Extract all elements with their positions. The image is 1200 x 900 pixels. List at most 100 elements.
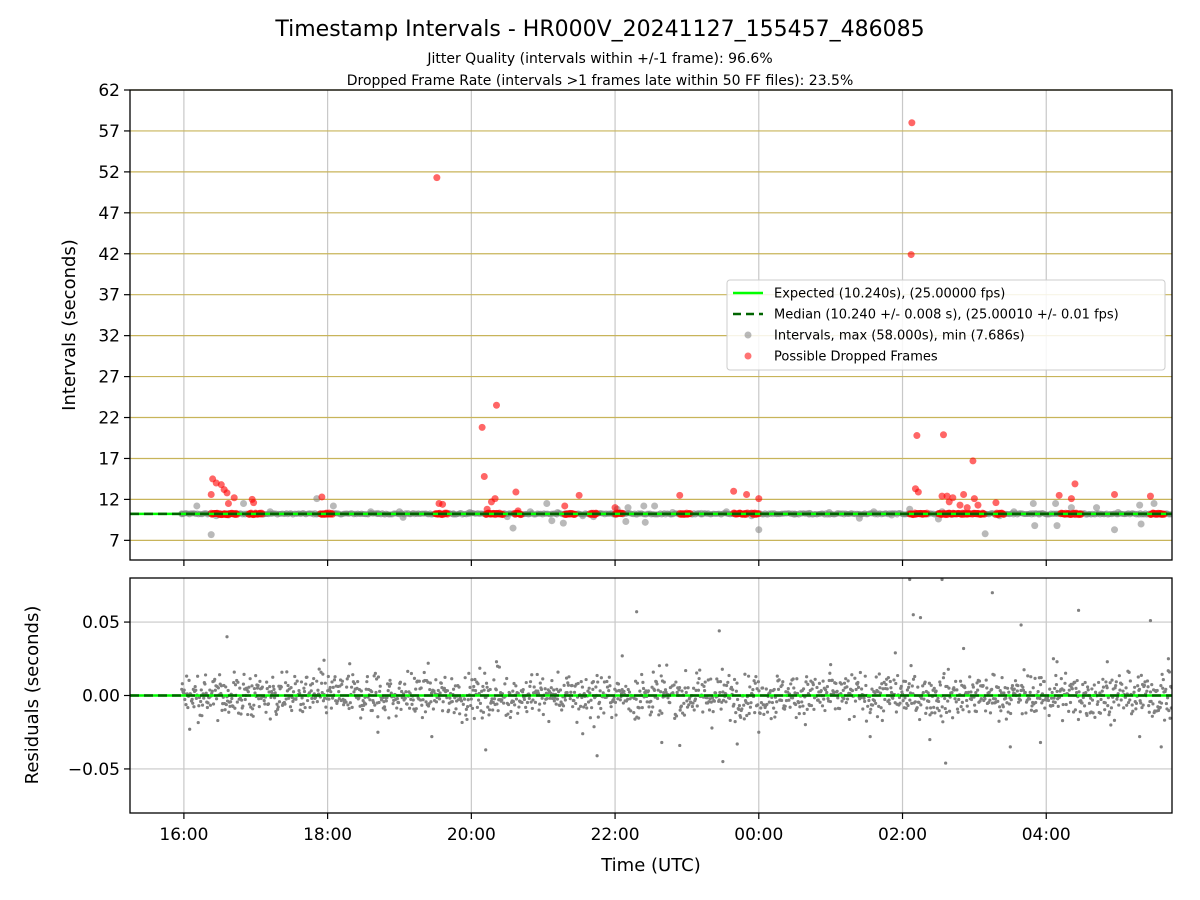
residual-point xyxy=(1034,709,1038,713)
residual-point xyxy=(718,679,723,684)
residual-point xyxy=(742,703,746,707)
residual-point xyxy=(293,674,297,679)
residual-point xyxy=(239,712,243,716)
residual-point xyxy=(252,686,257,691)
x-tick-label: 20:00 xyxy=(447,825,496,845)
residual-point xyxy=(378,684,382,688)
residual-point xyxy=(500,698,504,702)
residual-point xyxy=(208,688,212,692)
residual-point xyxy=(984,678,988,682)
residual-point xyxy=(439,681,443,685)
dropped-frame-point xyxy=(743,490,751,498)
residual-point xyxy=(220,708,224,712)
chart-subtitle-dropped: Dropped Frame Rate (intervals >1 frames … xyxy=(347,73,854,89)
residual-point xyxy=(682,713,687,717)
residual-point xyxy=(1159,745,1163,749)
residual-point xyxy=(753,681,757,685)
y-tick-label: 27 xyxy=(98,368,120,388)
residual-point xyxy=(823,688,828,692)
residual-point xyxy=(265,687,269,691)
residual-point xyxy=(1022,668,1026,672)
residual-point xyxy=(657,664,662,668)
residual-point xyxy=(205,705,209,710)
residual-point xyxy=(787,698,791,702)
residual-point xyxy=(232,680,236,685)
residual-point xyxy=(414,707,418,711)
residual-point xyxy=(819,688,823,693)
residual-point xyxy=(1092,683,1096,687)
residual-point xyxy=(993,697,997,701)
residual-point xyxy=(431,707,436,711)
residual-point xyxy=(784,698,789,703)
residual-point xyxy=(254,673,258,678)
residual-point xyxy=(747,711,751,716)
residual-point xyxy=(929,683,933,687)
residual-point xyxy=(969,697,974,702)
residual-point xyxy=(539,687,544,692)
residual-point xyxy=(470,706,475,710)
residual-point xyxy=(1059,676,1063,681)
residual-point xyxy=(946,667,950,671)
residual-point xyxy=(1104,680,1108,684)
residual-point xyxy=(786,687,790,691)
residual-point xyxy=(870,687,874,691)
residual-point xyxy=(838,706,842,711)
residual-point xyxy=(595,673,599,678)
residual-point xyxy=(213,677,217,682)
residual-point xyxy=(505,676,509,681)
interval-point xyxy=(1029,500,1037,508)
residual-point xyxy=(740,707,744,711)
residual-point xyxy=(203,682,207,686)
residual-point xyxy=(710,726,714,730)
residual-point xyxy=(726,680,730,684)
residual-point xyxy=(516,691,520,695)
residual-point xyxy=(795,677,799,681)
residual-point xyxy=(961,708,965,712)
legend-label: Intervals, max (58.000s), min (7.686s) xyxy=(774,329,1025,344)
residual-point xyxy=(659,690,663,694)
intervals-panel: 7 12 17 22 27 32 37 42 47 52 57 62 xyxy=(98,81,1173,566)
residual-point xyxy=(513,703,517,707)
residual-point xyxy=(772,687,776,692)
residual-point xyxy=(951,716,955,720)
residual-point xyxy=(941,676,946,680)
residual-point xyxy=(1159,684,1163,688)
residual-point xyxy=(936,699,941,704)
residual-point xyxy=(974,690,978,695)
residual-point xyxy=(332,678,337,682)
residual-point xyxy=(761,686,765,690)
interval-point xyxy=(1053,522,1061,530)
residual-point xyxy=(641,686,646,691)
residual-point xyxy=(1070,687,1074,691)
residual-point xyxy=(697,676,701,681)
residual-point xyxy=(279,685,283,689)
residual-point xyxy=(502,701,506,705)
residual-point xyxy=(818,700,822,704)
residual-point xyxy=(277,700,282,704)
residual-point xyxy=(389,682,393,686)
residual-point xyxy=(535,672,539,677)
residual-point xyxy=(398,680,403,684)
residual-point xyxy=(496,709,500,713)
residual-point xyxy=(891,696,895,700)
residual-point xyxy=(182,688,186,692)
residual-point xyxy=(353,681,357,686)
residual-point xyxy=(528,680,533,684)
residual-point xyxy=(709,700,713,704)
residual-point xyxy=(1148,618,1153,623)
residual-point xyxy=(257,705,261,709)
residual-point xyxy=(1131,709,1135,713)
residual-point xyxy=(1093,715,1097,719)
residual-point xyxy=(655,696,660,701)
residual-point xyxy=(605,685,610,689)
residual-point xyxy=(1101,677,1105,681)
residual-point xyxy=(1098,691,1102,695)
residual-point xyxy=(874,675,878,679)
residual-point xyxy=(450,699,454,704)
residual-point xyxy=(887,698,891,702)
residual-point xyxy=(953,697,957,701)
interval-point xyxy=(651,502,659,510)
residual-point xyxy=(196,674,200,678)
residual-point xyxy=(877,672,881,676)
residual-point xyxy=(521,687,525,692)
